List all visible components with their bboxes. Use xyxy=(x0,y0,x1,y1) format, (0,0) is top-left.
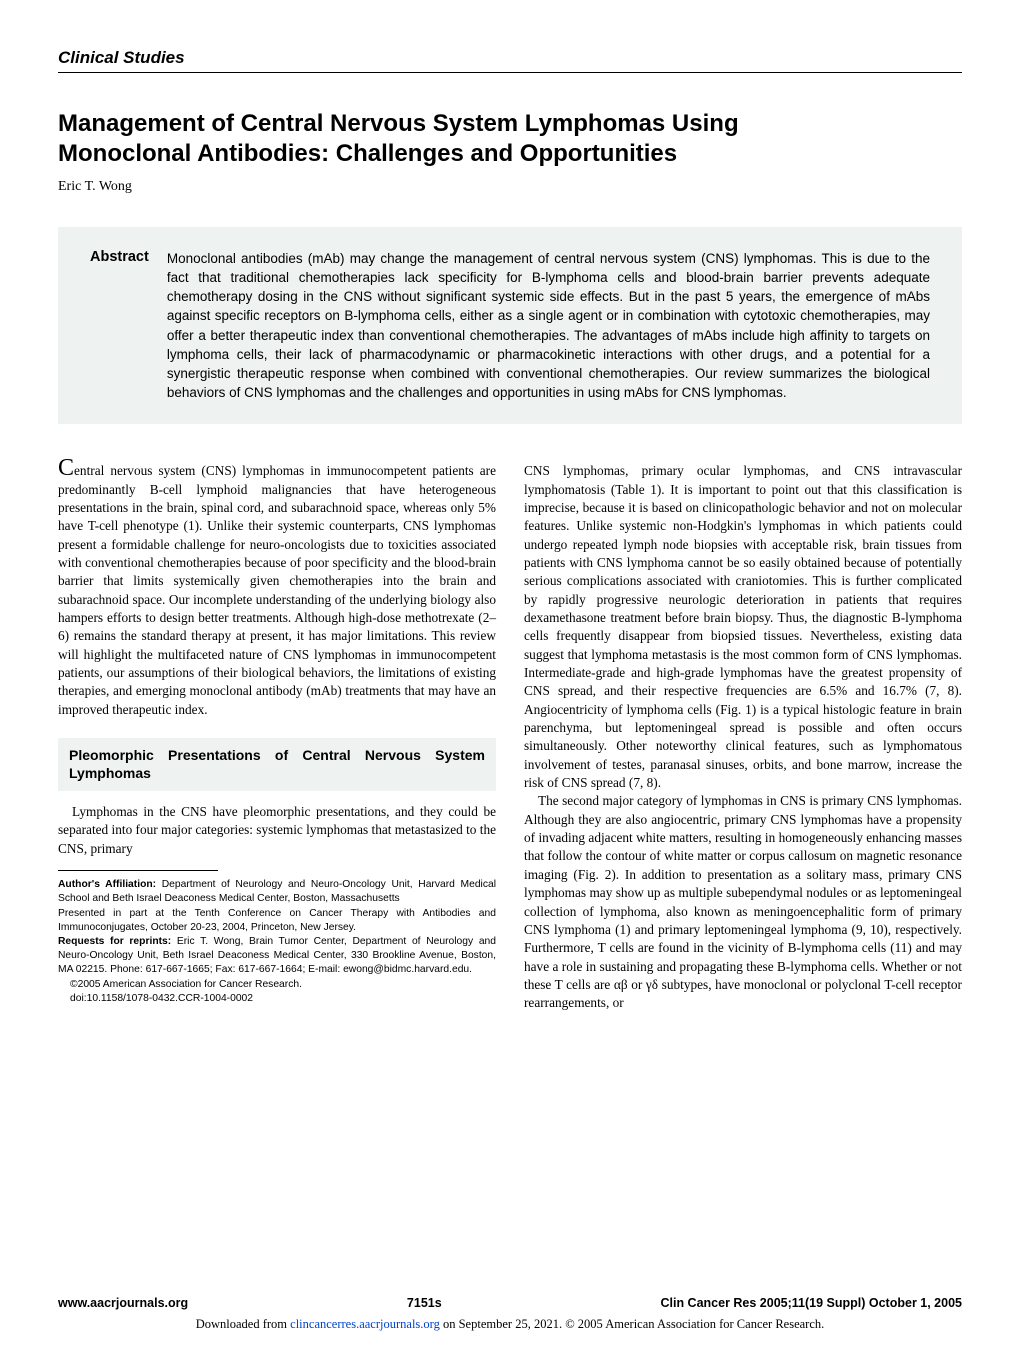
page-footer: www.aacrjournals.org 7151s Clin Cancer R… xyxy=(58,1296,962,1333)
article-title: Management of Central Nervous System Lym… xyxy=(58,109,962,169)
footer-download-note: Downloaded from clincancerres.aacrjourna… xyxy=(58,1316,962,1333)
abstract-box: Abstract Monoclonal antibodies (mAb) may… xyxy=(58,227,962,424)
section-label: Clinical Studies xyxy=(58,48,962,68)
right-column: CNS lymphomas, primary ocular lymphomas,… xyxy=(524,462,962,1012)
reprints-label: Requests for reprints: xyxy=(58,936,171,947)
download-pre: Downloaded from xyxy=(196,1317,290,1331)
section-heading: Pleomorphic Presentations of Central Ner… xyxy=(69,747,485,782)
left-column: Central nervous system (CNS) lymphomas i… xyxy=(58,462,496,1012)
dropcap: C xyxy=(58,455,74,481)
footer-citation: Clin Cancer Res 2005;11(19 Suppl) Octobe… xyxy=(660,1296,962,1310)
intro-paragraph: Central nervous system (CNS) lymphomas i… xyxy=(58,462,496,719)
right-para-2: The second major category of lymphomas i… xyxy=(524,792,962,1012)
body-columns: Central nervous system (CNS) lymphomas i… xyxy=(58,462,962,1012)
footer-top-row: www.aacrjournals.org 7151s Clin Cancer R… xyxy=(58,1296,962,1310)
affiliation-label: Author's Affiliation: xyxy=(58,879,156,890)
author-name: Eric T. Wong xyxy=(58,179,962,195)
doi-note: doi:10.1158/1078-0432.CCR-1004-0002 xyxy=(58,992,496,1006)
abstract-text: Monoclonal antibodies (mAb) may change t… xyxy=(167,249,930,402)
affiliation-rule xyxy=(58,870,218,871)
author-affiliation: Author's Affiliation: Department of Neur… xyxy=(58,878,496,906)
footer-page-number: 7151s xyxy=(407,1296,442,1310)
copyright-note: ©2005 American Association for Cancer Re… xyxy=(58,978,496,992)
intro-rest: entral nervous system (CNS) lymphomas in… xyxy=(58,463,496,716)
download-link[interactable]: clincancerres.aacrjournals.org xyxy=(290,1317,440,1331)
section-paragraph: Lymphomas in the CNS have pleomorphic pr… xyxy=(58,803,496,858)
download-post: on September 25, 2021. © 2005 American A… xyxy=(440,1317,824,1331)
presented-note: Presented in part at the Tenth Conferenc… xyxy=(58,907,496,935)
section-heading-box: Pleomorphic Presentations of Central Ner… xyxy=(58,738,496,791)
horizontal-rule xyxy=(58,72,962,73)
right-para-1: CNS lymphomas, primary ocular lymphomas,… xyxy=(524,462,962,792)
title-line-2: Monoclonal Antibodies: Challenges and Op… xyxy=(58,140,677,167)
title-line-1: Management of Central Nervous System Lym… xyxy=(58,110,739,137)
reprints-note: Requests for reprints: Eric T. Wong, Bra… xyxy=(58,935,496,978)
abstract-label: Abstract xyxy=(90,249,149,402)
footer-url: www.aacrjournals.org xyxy=(58,1296,188,1310)
